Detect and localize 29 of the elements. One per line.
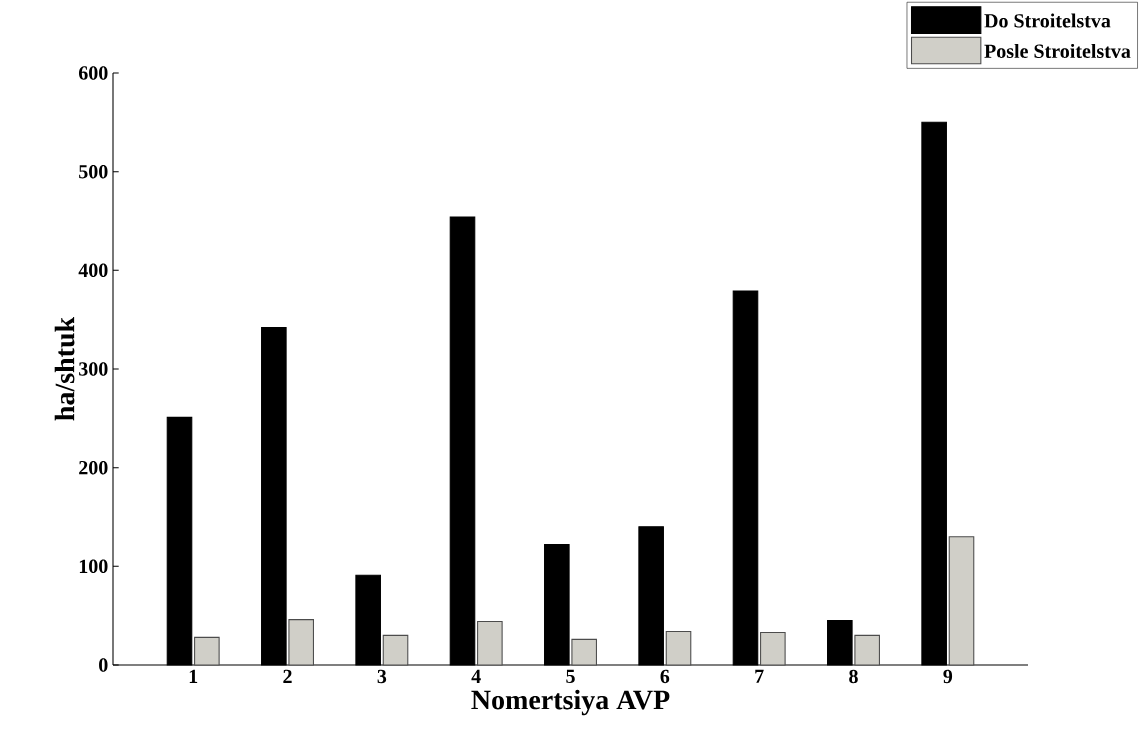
bar	[760, 631, 786, 666]
bar	[288, 619, 314, 666]
x-tick-label: 6	[660, 669, 670, 684]
bar	[477, 621, 503, 666]
y-tick-label: 600	[78, 66, 108, 80]
x-tick-label: 1	[189, 669, 198, 683]
legend-label: Do Stroitelstva	[984, 13, 1111, 28]
x-tick-label: 4	[471, 669, 481, 683]
y-axis-title: ha/shtuk	[54, 316, 75, 421]
y-tick-label: 200	[79, 460, 108, 475]
legend-label: Posle Stroitelstva	[984, 43, 1131, 58]
y-tick-label: 0	[99, 658, 108, 672]
x-tick-label: 8	[849, 669, 858, 684]
y-tick-label: 500	[79, 164, 108, 179]
x-tick-label: 2	[283, 669, 292, 683]
x-tick-label: 5	[566, 669, 575, 683]
bar	[948, 536, 975, 666]
bar	[665, 630, 692, 666]
x-tick-label: 7	[755, 669, 764, 683]
bar	[382, 634, 409, 666]
x-tick-label: 9	[943, 669, 953, 684]
y-tick-label: 400	[78, 263, 108, 278]
bar	[571, 638, 597, 666]
bar	[854, 634, 880, 666]
y-tick-label: 100	[79, 559, 108, 574]
x-tick-label: 3	[377, 669, 387, 684]
x-axis-title: Nomertsiya AVP	[471, 689, 670, 716]
bar	[194, 636, 220, 666]
y-tick-label: 300	[79, 362, 108, 376]
